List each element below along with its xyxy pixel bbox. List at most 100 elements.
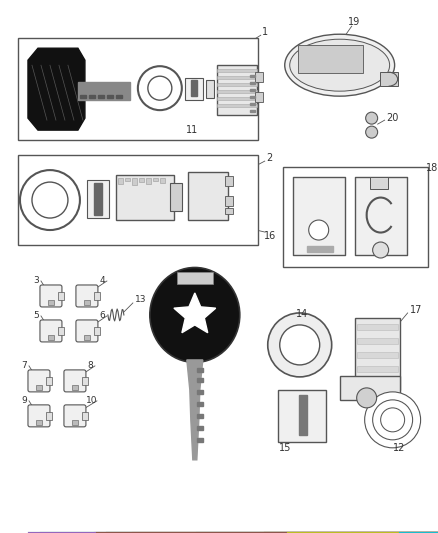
Text: 15: 15 [279, 443, 291, 453]
Ellipse shape [150, 268, 240, 362]
Bar [217, 90, 257, 93]
Bar [94, 292, 100, 300]
Bar [94, 327, 100, 335]
Text: 11: 11 [186, 125, 198, 135]
Bar [255, 92, 263, 102]
Circle shape [366, 112, 378, 124]
Bar [139, 178, 144, 182]
Bar [58, 327, 64, 335]
Bar [250, 82, 255, 84]
Bar [355, 177, 406, 255]
Bar [48, 300, 54, 305]
FancyBboxPatch shape [64, 405, 86, 427]
Bar [84, 300, 90, 305]
Text: 2: 2 [267, 153, 273, 163]
Text: 6: 6 [99, 311, 105, 320]
Text: 13: 13 [135, 295, 146, 304]
Bar [298, 45, 363, 73]
Text: 7: 7 [21, 361, 27, 370]
Bar [185, 78, 203, 100]
Bar [82, 377, 88, 385]
Bar [36, 385, 42, 390]
Bar [255, 72, 263, 82]
Polygon shape [197, 390, 203, 394]
Bar [18, 38, 258, 140]
Bar [72, 385, 78, 390]
Text: 5: 5 [33, 311, 39, 320]
FancyBboxPatch shape [40, 285, 62, 307]
Bar [283, 167, 427, 267]
Bar [380, 72, 398, 86]
Ellipse shape [290, 39, 390, 91]
FancyBboxPatch shape [28, 405, 50, 427]
Bar [357, 338, 398, 344]
Text: 1: 1 [261, 27, 268, 37]
Circle shape [309, 220, 328, 240]
Circle shape [148, 76, 172, 100]
Text: 10: 10 [86, 397, 98, 406]
Polygon shape [78, 82, 130, 100]
Bar [217, 83, 257, 86]
Bar [225, 208, 233, 214]
Bar [84, 335, 90, 340]
Circle shape [373, 400, 413, 440]
Bar [58, 292, 64, 300]
Polygon shape [191, 80, 197, 96]
Circle shape [357, 388, 377, 408]
Polygon shape [197, 368, 203, 372]
FancyBboxPatch shape [76, 320, 98, 342]
Bar [132, 178, 137, 185]
Bar [46, 412, 52, 420]
Text: 16: 16 [264, 231, 276, 241]
Polygon shape [197, 426, 203, 430]
Circle shape [373, 242, 389, 258]
FancyBboxPatch shape [28, 370, 50, 392]
Text: 3: 3 [33, 277, 39, 286]
Bar [82, 412, 88, 420]
Bar [125, 178, 130, 181]
Bar [225, 176, 233, 186]
Bar [48, 335, 54, 340]
Text: 20: 20 [387, 113, 399, 123]
Bar [217, 69, 257, 72]
Bar [357, 324, 398, 330]
Bar [250, 103, 255, 105]
Bar [217, 65, 257, 115]
FancyBboxPatch shape [76, 285, 98, 307]
Bar [118, 178, 123, 184]
Bar [278, 390, 326, 442]
Bar [188, 172, 228, 220]
Text: 9: 9 [21, 397, 27, 406]
Text: 19: 19 [347, 17, 360, 27]
Bar [340, 376, 399, 400]
Polygon shape [197, 414, 203, 418]
Bar [46, 377, 52, 385]
Bar [153, 178, 158, 181]
Bar [116, 175, 174, 220]
Bar [250, 89, 255, 91]
Bar [87, 180, 109, 218]
Bar [89, 95, 95, 98]
Circle shape [138, 66, 182, 110]
Bar [355, 318, 399, 390]
Circle shape [20, 170, 80, 230]
FancyBboxPatch shape [64, 370, 86, 392]
Polygon shape [187, 360, 203, 460]
Bar [80, 95, 86, 98]
Bar [250, 110, 255, 112]
Bar [116, 95, 122, 98]
Text: 12: 12 [393, 443, 406, 453]
FancyBboxPatch shape [40, 320, 62, 342]
Bar [370, 177, 388, 189]
Polygon shape [28, 48, 85, 130]
Bar [146, 178, 151, 184]
Bar [98, 95, 104, 98]
Bar [177, 272, 213, 284]
Bar [293, 177, 345, 255]
Polygon shape [307, 246, 333, 252]
Circle shape [381, 408, 405, 432]
Circle shape [32, 182, 68, 218]
Polygon shape [94, 183, 102, 215]
Bar [170, 183, 182, 211]
Bar [217, 104, 257, 107]
